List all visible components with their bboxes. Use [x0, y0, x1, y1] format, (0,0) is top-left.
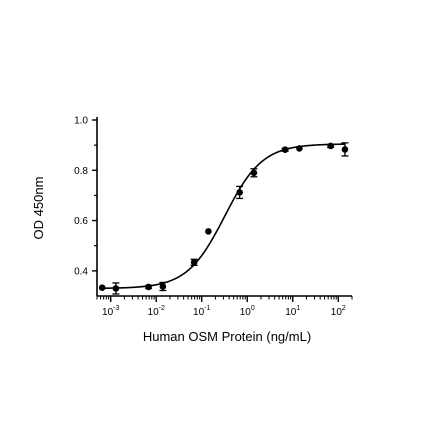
x-tick-label: 10-1: [193, 305, 210, 318]
fit-curve: [102, 143, 345, 290]
y-tick-label: 0.6: [74, 216, 88, 227]
data-point: [112, 282, 120, 295]
x-tick-label: 101: [285, 305, 300, 318]
data-point: [145, 283, 153, 291]
x-tick-label: 10-2: [148, 305, 165, 318]
data-point: [236, 185, 244, 200]
x-axis-ticks: 10-3 10-2 10-1 100 101 102: [96, 296, 353, 318]
data-point: [327, 142, 335, 150]
data-marker: [250, 169, 258, 177]
data-marker: [159, 283, 167, 290]
data-marker: [236, 189, 243, 196]
x-tick-label: 10-3: [102, 305, 119, 318]
data-point: [250, 168, 258, 178]
data-marker: [296, 145, 303, 152]
data-marker: [98, 284, 106, 292]
x-tick-label: 100: [240, 305, 255, 318]
data-point: [205, 228, 212, 235]
data-marker: [190, 259, 198, 266]
data-point: [159, 281, 167, 292]
y-tick-label: 0.8: [74, 166, 88, 177]
data-marker: [112, 285, 120, 292]
data-point: [190, 258, 198, 266]
data-marker: [281, 146, 289, 153]
data-point: [281, 146, 289, 153]
data-point: [341, 142, 349, 157]
data-points: [98, 142, 349, 295]
y-tick-label: 1.0: [74, 116, 88, 127]
data-point: [98, 284, 106, 292]
y-axis-ticks: 0.4 0.6 0.8 1.0: [74, 116, 97, 277]
x-tick-label: 102: [331, 305, 346, 318]
data-marker: [327, 142, 334, 150]
data-point: [296, 145, 303, 152]
y-tick-label: 0.4: [74, 266, 88, 277]
data-marker: [205, 228, 212, 235]
axes: [96, 117, 352, 297]
data-marker: [145, 283, 152, 291]
y-axis-title: OD 450nm: [31, 177, 46, 240]
data-marker: [341, 146, 349, 153]
x-axis-title: Human OSM Protein (ng/mL): [143, 329, 311, 344]
